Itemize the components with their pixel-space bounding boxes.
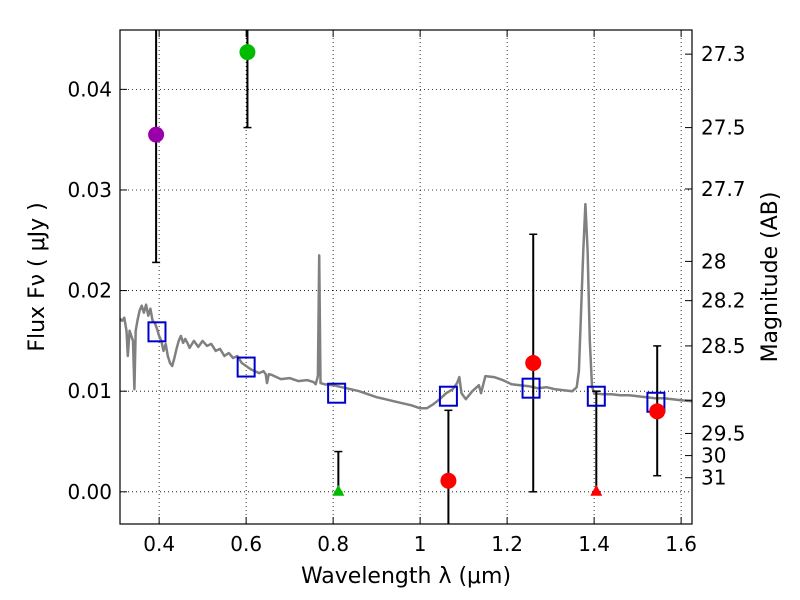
y-axis-label: Flux Fν ( μJy ): [25, 202, 50, 351]
upper-limit-triangle: [332, 484, 345, 496]
x-tick-label: 0.8: [317, 532, 349, 556]
model-photometry-square: [586, 385, 606, 407]
x-tick-label: 0.4: [143, 532, 175, 556]
model-photometry-square: [521, 377, 541, 399]
error-bars: [152, 30, 662, 524]
y-tick-label: 0.02: [67, 279, 112, 303]
plot-frame: [119, 29, 693, 525]
x-tick-label: 1: [414, 532, 427, 556]
y2-tick-label: 27.5: [701, 116, 746, 140]
model-spectrum: [119, 202, 693, 410]
y2-axis-label: Magnitude (AB): [758, 192, 783, 363]
x-axis-label: Wavelength λ (μm): [301, 564, 511, 589]
y-tick-label: 0.03: [67, 178, 112, 202]
y-tick-label: 0.04: [67, 77, 112, 101]
y2-tick-label: 28.5: [701, 334, 746, 358]
model-photometry-square: [236, 356, 256, 378]
y2-tick-label: 29.5: [701, 421, 746, 445]
y2-tick-label: 30: [701, 444, 726, 468]
detection-point: [525, 355, 542, 372]
axis-ticks: 0.4 0.6 0.8 1 1.2 1.4 1.6 0.00 0.01 0.02 0.03 0.04 2…: [67, 30, 746, 556]
x-tick-label: 0.6: [230, 532, 262, 556]
model-photometry-square: [147, 321, 167, 343]
x-tick-label: 1.2: [491, 532, 523, 556]
y2-tick-label: 28: [701, 249, 726, 273]
upper-limit-triangle: [590, 484, 603, 496]
y-tick-label: 0.00: [67, 480, 112, 504]
y2-tick-label: 27.3: [701, 42, 746, 66]
detection-point: [148, 126, 165, 143]
y2-tick-label: 29: [701, 388, 726, 412]
model-photometry-square: [327, 382, 347, 404]
detection-point: [440, 472, 457, 489]
x-tick-label: 1.4: [578, 532, 610, 556]
x-tick-label: 1.6: [665, 532, 697, 556]
data-markers: [147, 44, 666, 496]
model-photometry-square: [438, 385, 458, 407]
detection-point: [649, 403, 666, 420]
detection-point: [239, 44, 256, 61]
model-spectrum-line: [119, 202, 693, 410]
y2-tick-label: 27.7: [701, 177, 746, 201]
grid-lines: [120, 30, 692, 524]
y-tick-label: 0.01: [67, 379, 112, 403]
y2-tick-label: 28.2: [701, 289, 746, 313]
y2-tick-label: 31: [701, 466, 726, 490]
